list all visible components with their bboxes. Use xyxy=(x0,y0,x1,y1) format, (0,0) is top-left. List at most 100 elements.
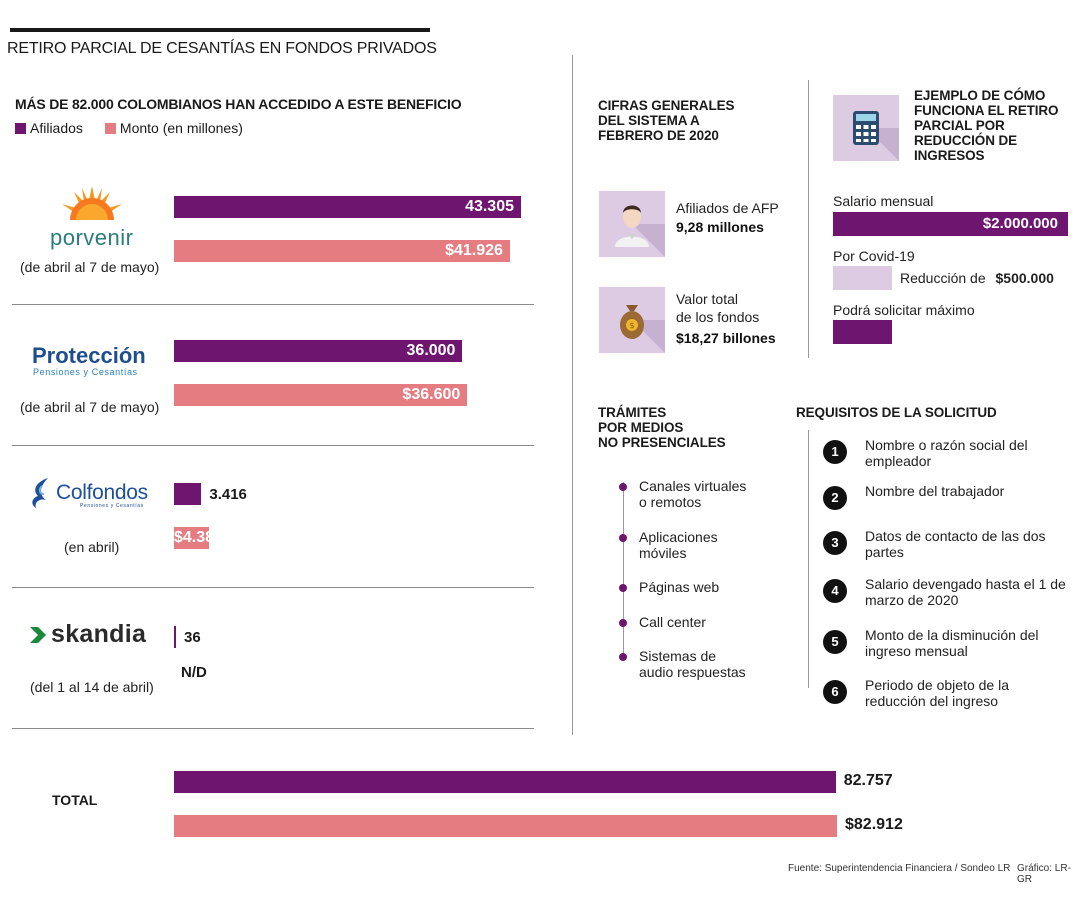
chart-subtitle: MÁS DE 82.000 COLOMBIANOS HAN ACCEDIDO A… xyxy=(15,96,462,112)
tramite-bullet xyxy=(619,584,627,592)
requisito-item-line: marzo de 2020 xyxy=(865,592,959,608)
legend-item-afiliados: Afiliados xyxy=(15,120,83,136)
ejemplo-title-line: FUNCIONA EL RETIRO xyxy=(914,103,1059,118)
salario-value: $2.000.000 xyxy=(982,215,1058,232)
tramites-title-line: NO PRESENCIALES xyxy=(598,435,726,450)
requisito-item-line: Nombre del trabajador xyxy=(865,483,1005,499)
legend-swatch-monto xyxy=(104,122,116,134)
total-afiliados-bar xyxy=(174,771,836,793)
person-icon xyxy=(599,191,665,257)
requisito-item-line: partes xyxy=(865,544,904,560)
tramite-bullet xyxy=(619,619,627,627)
legend-label-afiliados: Afiliados xyxy=(30,120,83,136)
tramites-line xyxy=(623,482,624,658)
top-rule xyxy=(10,28,430,32)
afiliados-afp-label: Afiliados de AFP xyxy=(676,200,779,216)
reduccion-label: Reducción de xyxy=(900,270,986,286)
tramite-item-line: Call center xyxy=(639,614,706,630)
ejemplo-title: EJEMPLO DE CÓMO FUNCIONA EL RETIRO PARCI… xyxy=(914,88,1059,163)
afiliados-bar xyxy=(174,483,202,505)
reduccion-text: Reducción de $500.000 xyxy=(900,270,1054,286)
column-divider xyxy=(808,80,809,358)
total-monto-bar xyxy=(174,815,837,837)
requisito-item-line: reducción del ingreso xyxy=(865,693,999,709)
requisito-number: 6 xyxy=(823,680,847,704)
requisito-item-line: Monto de la disminución del xyxy=(865,627,1039,643)
tramite-item-line: Páginas web xyxy=(639,579,720,595)
total-monto-label: $82.912 xyxy=(845,816,903,833)
monto-bar-label: N/D xyxy=(181,664,207,681)
tramite-item-line: audio respuestas xyxy=(639,664,746,680)
cifras-title: CIFRAS GENERALES DEL SISTEMA A FEBRERO D… xyxy=(598,98,735,143)
skandia-wordmark: skandia xyxy=(51,620,147,648)
tramites-title-line: POR MEDIOS xyxy=(598,420,684,435)
requisito-item-line: ingreso mensual xyxy=(865,643,968,659)
monto-bar-label: $36.600 xyxy=(402,386,461,403)
requisito-item-line: Nombre o razón social del xyxy=(865,437,1028,453)
requisito-item-line: empleador xyxy=(865,453,932,469)
requisito-item: Datos de contacto de las dos partes xyxy=(865,528,1046,560)
ejemplo-title-line: INGRESOS xyxy=(914,148,985,163)
max-bar xyxy=(833,320,892,344)
requisito-item-line: Datos de contacto de las dos xyxy=(865,528,1046,544)
sun-icon xyxy=(62,186,122,220)
valor-label-line: Valor total xyxy=(676,291,738,307)
cifras-title-line: FEBRERO DE 2020 xyxy=(598,128,719,143)
proteccion-period: (de abril al 7 de mayo) xyxy=(20,399,160,415)
tramite-item: Sistemas de audio respuestas xyxy=(639,648,746,680)
porvenir-period: (de abril al 7 de mayo) xyxy=(20,259,160,275)
divider xyxy=(12,304,534,305)
tramite-item-line: Aplicaciones xyxy=(639,529,718,545)
afiliados-bar xyxy=(174,340,463,362)
afiliados-bar-label: 36.000 xyxy=(406,342,456,359)
monto-bar-label: $41.926 xyxy=(445,242,503,259)
tramite-item-line: Sistemas de xyxy=(639,648,717,664)
requisito-item: Nombre del trabajador xyxy=(865,483,1004,499)
calculator-icon xyxy=(833,95,899,161)
legend-swatch-afiliados xyxy=(15,122,26,134)
afiliados-bar-label: 3.416 xyxy=(209,486,247,503)
monto-bar xyxy=(174,527,210,549)
afiliados-bar-label: 36 xyxy=(184,629,201,646)
legend-label-monto: Monto (en millones) xyxy=(119,120,243,136)
ejemplo-title-line: EJEMPLO DE CÓMO xyxy=(914,88,1046,103)
proteccion-tagline: Pensiones y Cesantías xyxy=(33,367,138,377)
tramite-item: Call center xyxy=(639,614,706,630)
requisitos-title: REQUISITOS DE LA SOLICITUD xyxy=(796,405,997,420)
tramite-item-line: móviles xyxy=(639,545,687,561)
svg-text:$: $ xyxy=(629,321,634,330)
salario-bar: $2.000.000 xyxy=(833,212,1068,236)
skandia-logo-mark xyxy=(28,625,48,645)
skandia-arrow-icon xyxy=(30,627,46,643)
requisito-number: 5 xyxy=(823,630,847,654)
requisito-number: 4 xyxy=(823,579,847,603)
requisito-item: Nombre o razón social del empleador xyxy=(865,437,1028,469)
tramite-item-line: o remotos xyxy=(639,494,702,510)
money-bag-icon: $ xyxy=(599,287,665,353)
divider xyxy=(12,587,534,588)
afiliados-bar xyxy=(174,196,521,218)
person-icon-svg xyxy=(615,205,665,257)
requisito-number: 2 xyxy=(823,486,847,510)
tramite-bullet xyxy=(619,483,627,491)
reduccion-value: $500.000 xyxy=(995,270,1054,286)
money-bag-icon-svg: $ xyxy=(620,305,665,353)
afiliados-bar-label: 43.305 xyxy=(465,198,514,215)
total-label: TOTAL xyxy=(52,792,98,808)
requisito-item: Periodo de objeto de la reducción del ing… xyxy=(865,677,1009,709)
monto-bar-label: $4.386 xyxy=(174,529,223,546)
tramites-title: TRÁMITES POR MEDIOS NO PRESENCIALES xyxy=(598,405,726,450)
porvenir-wordmark: porvenir xyxy=(50,225,134,250)
calculator-icon-svg xyxy=(853,111,899,161)
tramite-item: Canales virtuales o remotos xyxy=(639,478,746,510)
chart-legend: Afiliados Monto (en millones) xyxy=(15,120,261,136)
reduccion-bar xyxy=(833,266,892,290)
monto-bar xyxy=(174,384,468,406)
max-value: $500.000 xyxy=(897,324,960,341)
requisito-item: Salario devengado hasta el 1 de marzo de … xyxy=(865,576,1066,608)
afiliados-afp-value: 9,28 millones xyxy=(676,219,764,235)
skandia-period: (del 1 al 14 de abril) xyxy=(30,679,154,695)
divider xyxy=(12,445,534,446)
requisito-item-line: Salario devengado hasta el 1 de xyxy=(865,576,1066,592)
cifras-title-line: DEL SISTEMA A xyxy=(598,113,700,128)
